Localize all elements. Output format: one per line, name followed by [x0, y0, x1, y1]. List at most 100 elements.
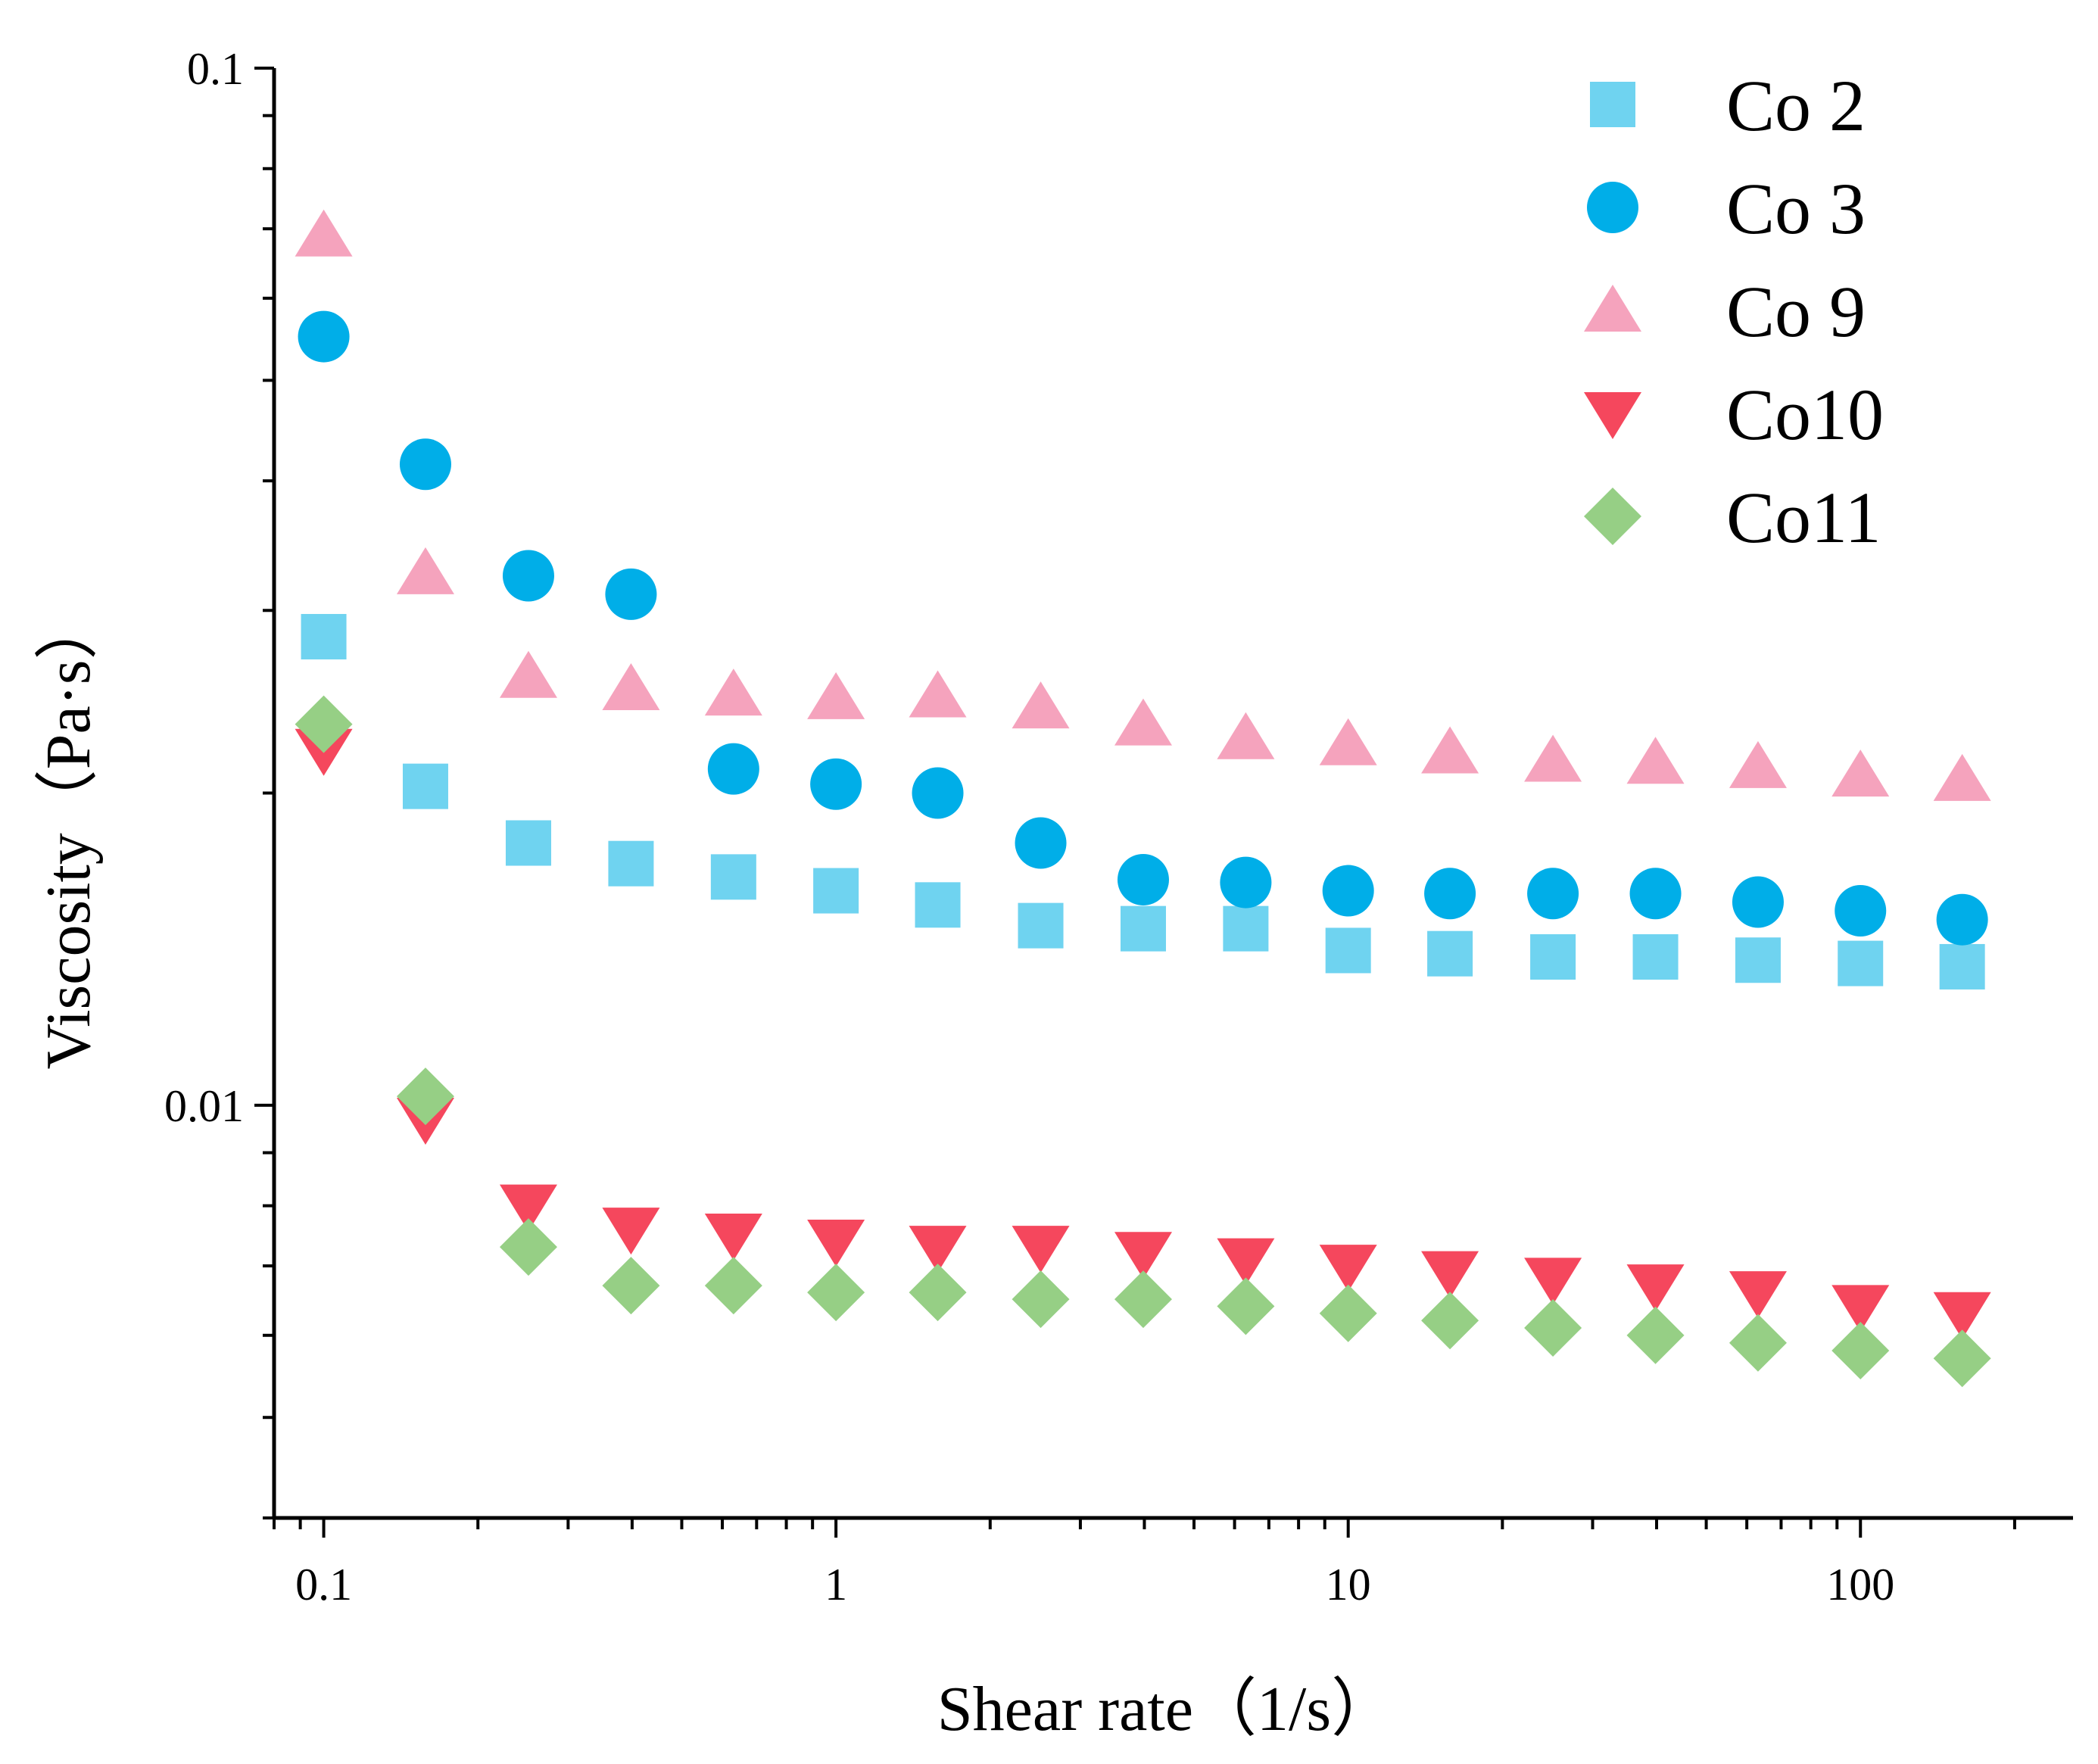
data-point [1524, 1298, 1582, 1357]
data-point [704, 1257, 762, 1315]
legend-item: Co 9 [1584, 271, 1866, 352]
data-point [807, 1220, 865, 1267]
data-point [1217, 1238, 1275, 1286]
y-tick-label: 0.01 [164, 1081, 244, 1131]
data-point [1114, 1232, 1172, 1279]
data-point [1424, 868, 1476, 920]
data-point [301, 613, 347, 659]
legend-label: Co 3 [1726, 168, 1866, 249]
data-point [1626, 1306, 1685, 1364]
data-point [1117, 853, 1169, 905]
x-tick-label: 0.1 [295, 1560, 352, 1610]
data-point [1217, 1277, 1275, 1335]
data-point [505, 820, 551, 866]
data-point [602, 663, 660, 711]
legend-item: Co 3 [1587, 168, 1866, 249]
series-co3 [298, 310, 1988, 946]
data-point [499, 1184, 557, 1232]
data-point [1217, 712, 1275, 759]
data-point [810, 758, 862, 810]
data-point [704, 1214, 762, 1261]
data-point [909, 1226, 967, 1273]
data-point [1319, 1284, 1377, 1342]
data-point [1018, 902, 1064, 949]
x-axis-ticks: 0.1 1 10 100 [273, 1518, 2016, 1610]
data-point [502, 550, 554, 602]
legend-marker [1584, 392, 1641, 439]
data-point [608, 840, 654, 887]
data-point [399, 438, 451, 491]
data-point [1322, 865, 1374, 917]
legend-item: Co10 [1584, 374, 1884, 455]
data-point [1729, 740, 1787, 788]
legend: Co 2 Co 3 Co 9 Co10 Co11 [1584, 65, 1884, 558]
x-axis-title: Shear rate（1/s） [937, 1674, 1395, 1744]
data-point [1729, 1271, 1787, 1319]
data-point [1939, 943, 1985, 990]
data-point [1626, 737, 1685, 784]
data-point [1831, 1321, 1890, 1379]
series-co2 [301, 613, 1985, 990]
legend-item: Co11 [1584, 477, 1881, 558]
data-point [402, 763, 448, 809]
data-point [1012, 1270, 1070, 1329]
y-tick-label: 0.1 [187, 44, 244, 94]
legend-label: Co10 [1726, 374, 1884, 455]
data-point [605, 568, 657, 620]
data-point [1735, 937, 1781, 983]
legend-label: Co 2 [1726, 65, 1866, 146]
data-point [1220, 856, 1272, 908]
data-point [912, 767, 964, 819]
data-point [1835, 884, 1887, 937]
data-point [813, 868, 859, 914]
data-point [298, 310, 350, 363]
data-point [707, 743, 759, 795]
x-tick-label: 100 [1826, 1560, 1894, 1610]
legend-marker [1587, 182, 1638, 233]
data-point [295, 209, 353, 257]
data-point [295, 695, 353, 753]
data-point [909, 670, 967, 718]
data-point [499, 1218, 557, 1276]
data-point [1120, 905, 1166, 952]
x-tick-label: 10 [1326, 1560, 1371, 1610]
series-co11 [295, 695, 1991, 1388]
data-point [1421, 1292, 1479, 1350]
data-point [1524, 1258, 1582, 1305]
data-point [1933, 1292, 1991, 1339]
legend-item: Co 2 [1590, 65, 1866, 146]
data-point [1729, 1314, 1787, 1372]
data-point [1319, 718, 1377, 765]
data-point [1629, 868, 1682, 920]
data-point [1015, 817, 1067, 869]
data-point [1933, 1329, 1991, 1388]
data-point [807, 1264, 865, 1322]
data-point [1626, 1264, 1685, 1312]
data-point [1527, 868, 1579, 920]
data-point [1936, 893, 1988, 946]
data-point [499, 650, 557, 698]
data-point [396, 1067, 454, 1126]
data-markers [295, 209, 1991, 1388]
y-axis-title: Viscosity（Pa·s） [33, 597, 104, 1070]
data-point [1012, 1226, 1070, 1273]
data-point [1838, 940, 1884, 986]
data-point [915, 882, 961, 928]
data-point [1732, 876, 1784, 928]
data-point [1114, 1270, 1172, 1329]
legend-label: Co 9 [1726, 271, 1866, 352]
data-point [1427, 930, 1473, 977]
data-point [1530, 933, 1576, 980]
x-tick-label: 1 [825, 1560, 847, 1610]
data-point [1319, 1245, 1377, 1292]
series-co9 [295, 209, 1991, 801]
data-point [1933, 753, 1991, 801]
data-point [1831, 1285, 1890, 1332]
data-point [1421, 726, 1479, 774]
data-point [909, 1264, 967, 1322]
data-point [1223, 905, 1269, 952]
data-point [1524, 734, 1582, 782]
data-point [704, 669, 762, 716]
y-axis-ticks: 0.1 0.01 [164, 44, 274, 1519]
